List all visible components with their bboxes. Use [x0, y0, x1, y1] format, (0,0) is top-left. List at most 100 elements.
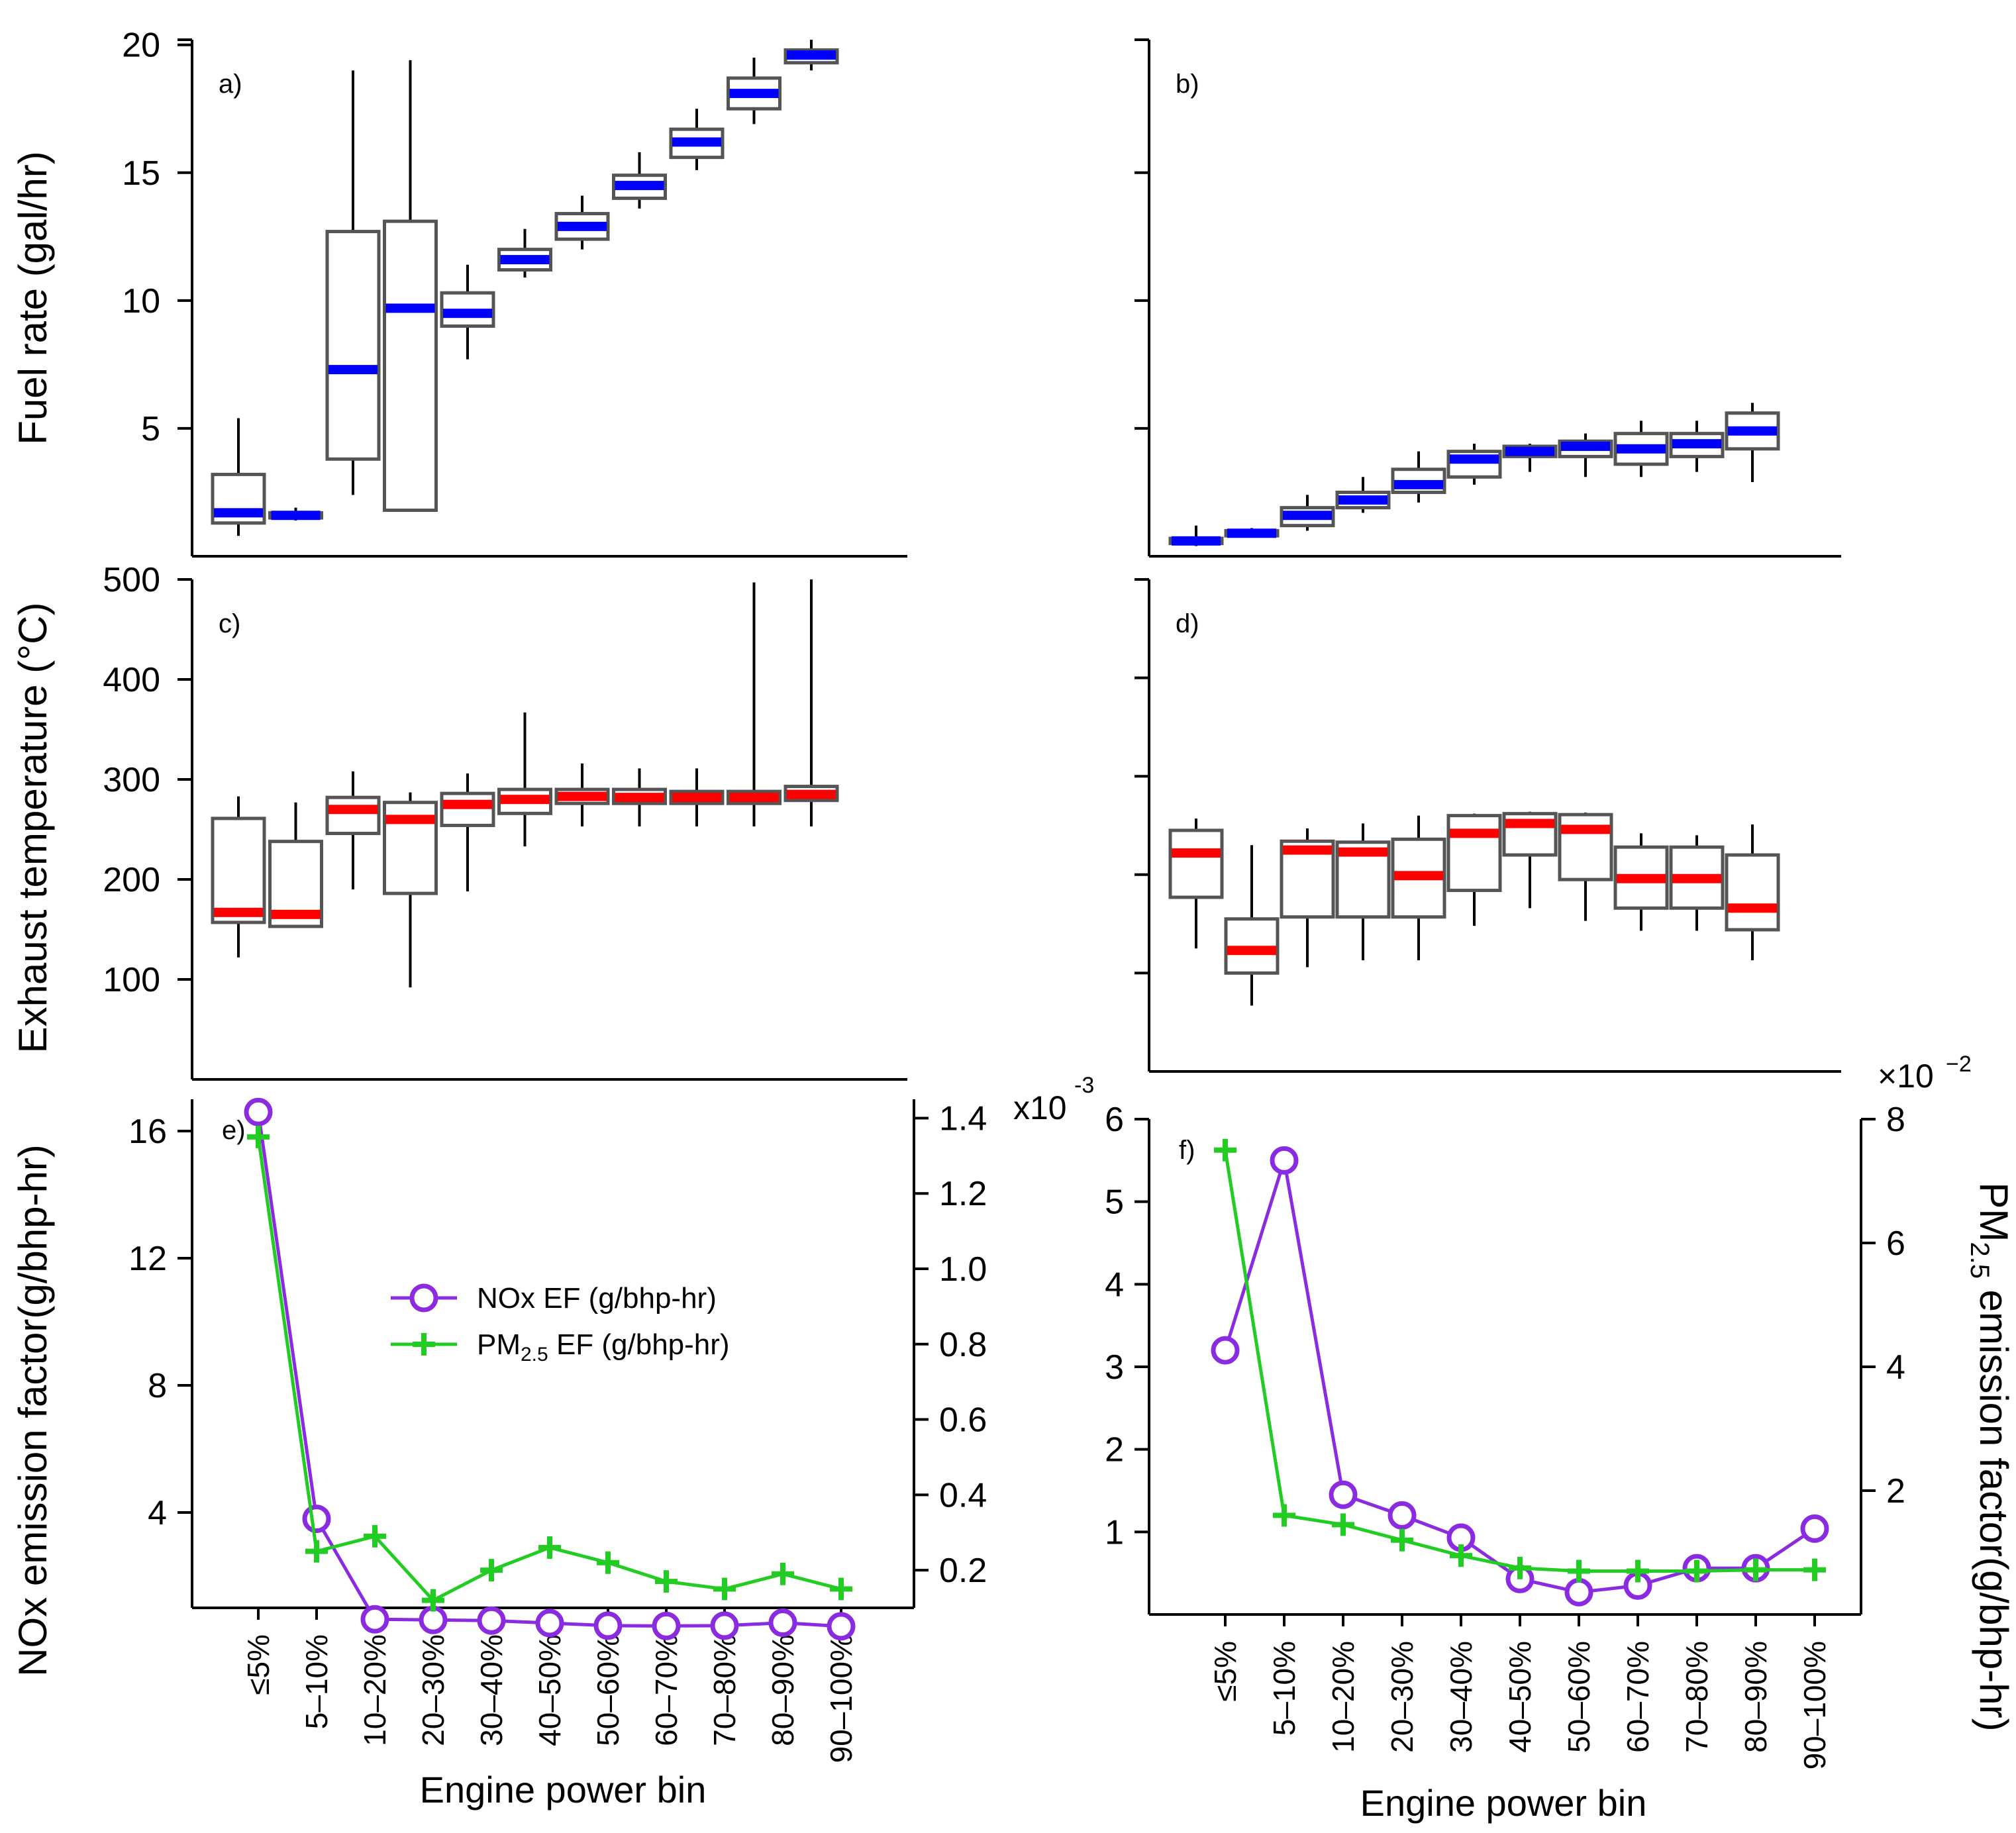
box-30–40% — [440, 264, 495, 360]
box-50–60% — [1502, 811, 1558, 909]
y-axis-title-pm: PM2.5 emission factor(g/bhp-hr) — [1965, 1182, 2016, 1731]
box-iqr — [325, 230, 381, 461]
box-80–90% — [1669, 835, 1725, 931]
median-bar — [1561, 441, 1610, 451]
y-tick-label: 16 — [128, 1113, 167, 1151]
median-bar — [729, 793, 779, 803]
median-bar — [787, 789, 836, 799]
box-10–20% — [325, 70, 381, 495]
marker-circle — [1270, 1146, 1299, 1175]
median-bar — [1672, 439, 1721, 449]
marker-circle — [535, 1609, 564, 1638]
median-bar — [443, 799, 492, 809]
y-tick-label-right: 1.2 — [939, 1175, 987, 1213]
category-label: 20–30% — [1385, 1641, 1419, 1753]
box-iqr — [1446, 814, 1502, 893]
marker-circle — [710, 1611, 739, 1640]
y-tick-label-right: 0.2 — [939, 1552, 987, 1590]
right-axis-multiplier-exponent: −2 — [1946, 1052, 1972, 1077]
median-bar — [1227, 946, 1276, 956]
y-tick-label-right: 0.8 — [939, 1326, 987, 1364]
y-tick-label-right: 1.0 — [939, 1250, 987, 1289]
marker-circle — [244, 1097, 273, 1126]
box-10–20% — [1280, 495, 1335, 531]
panel-f: 1 2 3 4 5 6 2 4 6 8 f) ≤5% 5–10% 10–20% 20–30% 30–40% 40… — [1105, 1101, 1905, 1769]
median-bar — [1394, 871, 1443, 881]
y-tick-label-right: 0.6 — [939, 1401, 987, 1440]
box-30–40% — [1391, 451, 1446, 503]
median-bar — [1561, 824, 1610, 834]
box-90–100% — [1725, 824, 1780, 961]
panel-label: e) — [222, 1116, 246, 1145]
median-bar — [615, 181, 664, 191]
box-5–10% — [268, 802, 323, 928]
label-part: PM — [1972, 1182, 2016, 1242]
median-bar — [1728, 903, 1777, 913]
y-tick-label: 5 — [141, 410, 160, 448]
median-bar — [1338, 495, 1387, 505]
y-tick-label: 400 — [103, 661, 160, 699]
right-axis-multiplier: x10 — [1013, 1089, 1067, 1126]
y-axis-title-fuel: Fuel rate (gal/hr) — [11, 151, 55, 445]
box-60–70% — [612, 768, 667, 826]
category-label: ≤5% — [1208, 1641, 1242, 1702]
y-tick-label-right: 2 — [1886, 1472, 1905, 1511]
median-bar — [787, 50, 836, 60]
panel-a: 5 10 15 20 a) — [122, 26, 907, 558]
median-bar — [558, 791, 607, 801]
box-50–60% — [554, 195, 610, 250]
y-tick-label: 200 — [103, 861, 160, 899]
panel-d: d) — [1134, 578, 1841, 1073]
category-label: 10–20% — [1326, 1641, 1360, 1753]
median-bar — [1283, 845, 1332, 855]
category-label: 20–30% — [416, 1634, 450, 1746]
category-label: 5–10% — [1267, 1641, 1301, 1736]
y-tick-label-right: 6 — [1886, 1224, 1905, 1263]
panel-label: d) — [1176, 609, 1199, 638]
marker-circle — [1211, 1336, 1240, 1365]
median-bar — [271, 511, 321, 520]
median-bar — [1450, 828, 1499, 838]
box-≤5% — [211, 418, 266, 536]
median-bar — [558, 221, 607, 231]
category-label: 30–40% — [474, 1634, 509, 1746]
category-label: 10–20% — [358, 1634, 392, 1746]
median-bar — [672, 137, 721, 147]
y-axis-title-exhaust: Exhaust temperature (°C) — [11, 603, 55, 1054]
y-tick-label: 20 — [122, 26, 160, 65]
marker-circle — [409, 1283, 438, 1313]
y-tick-label-right: 8 — [1886, 1101, 1905, 1139]
box-40–50% — [497, 228, 552, 278]
median-bar — [1728, 426, 1777, 436]
panel-label: c) — [219, 609, 240, 638]
panel-label: a) — [219, 70, 242, 99]
box-5–10% — [1224, 845, 1280, 1006]
series-line — [1223, 1150, 1815, 1573]
label-subscript: 2.5 — [1965, 1242, 1994, 1279]
box-90–100% — [783, 579, 839, 826]
series-pm — [247, 1125, 852, 1612]
category-label: 50–60% — [1562, 1641, 1596, 1753]
y-tick-label-right: 4 — [1886, 1348, 1905, 1387]
box-20–30% — [383, 60, 438, 512]
median-bar — [443, 309, 492, 319]
series-line — [256, 1136, 842, 1603]
panel-label: f) — [1179, 1136, 1195, 1165]
label-part: EF (g/bhp-hr) — [548, 1328, 730, 1361]
y-tick-label: 500 — [103, 561, 160, 599]
median-bar — [1283, 511, 1332, 520]
box-50–60% — [554, 763, 610, 826]
box-iqr — [383, 219, 438, 512]
box-40–50% — [497, 712, 552, 847]
box-10–20% — [1280, 828, 1335, 967]
box-70–80% — [1613, 421, 1669, 477]
box-80–90% — [727, 58, 781, 124]
box-90–100% — [1725, 403, 1780, 483]
box-30–40% — [440, 773, 495, 892]
box-60–70% — [1558, 813, 1613, 921]
category-label: 80–90% — [766, 1634, 800, 1746]
median-bar — [328, 365, 378, 375]
panel-label: b) — [1176, 70, 1199, 99]
y-tick-label: 300 — [103, 761, 160, 799]
